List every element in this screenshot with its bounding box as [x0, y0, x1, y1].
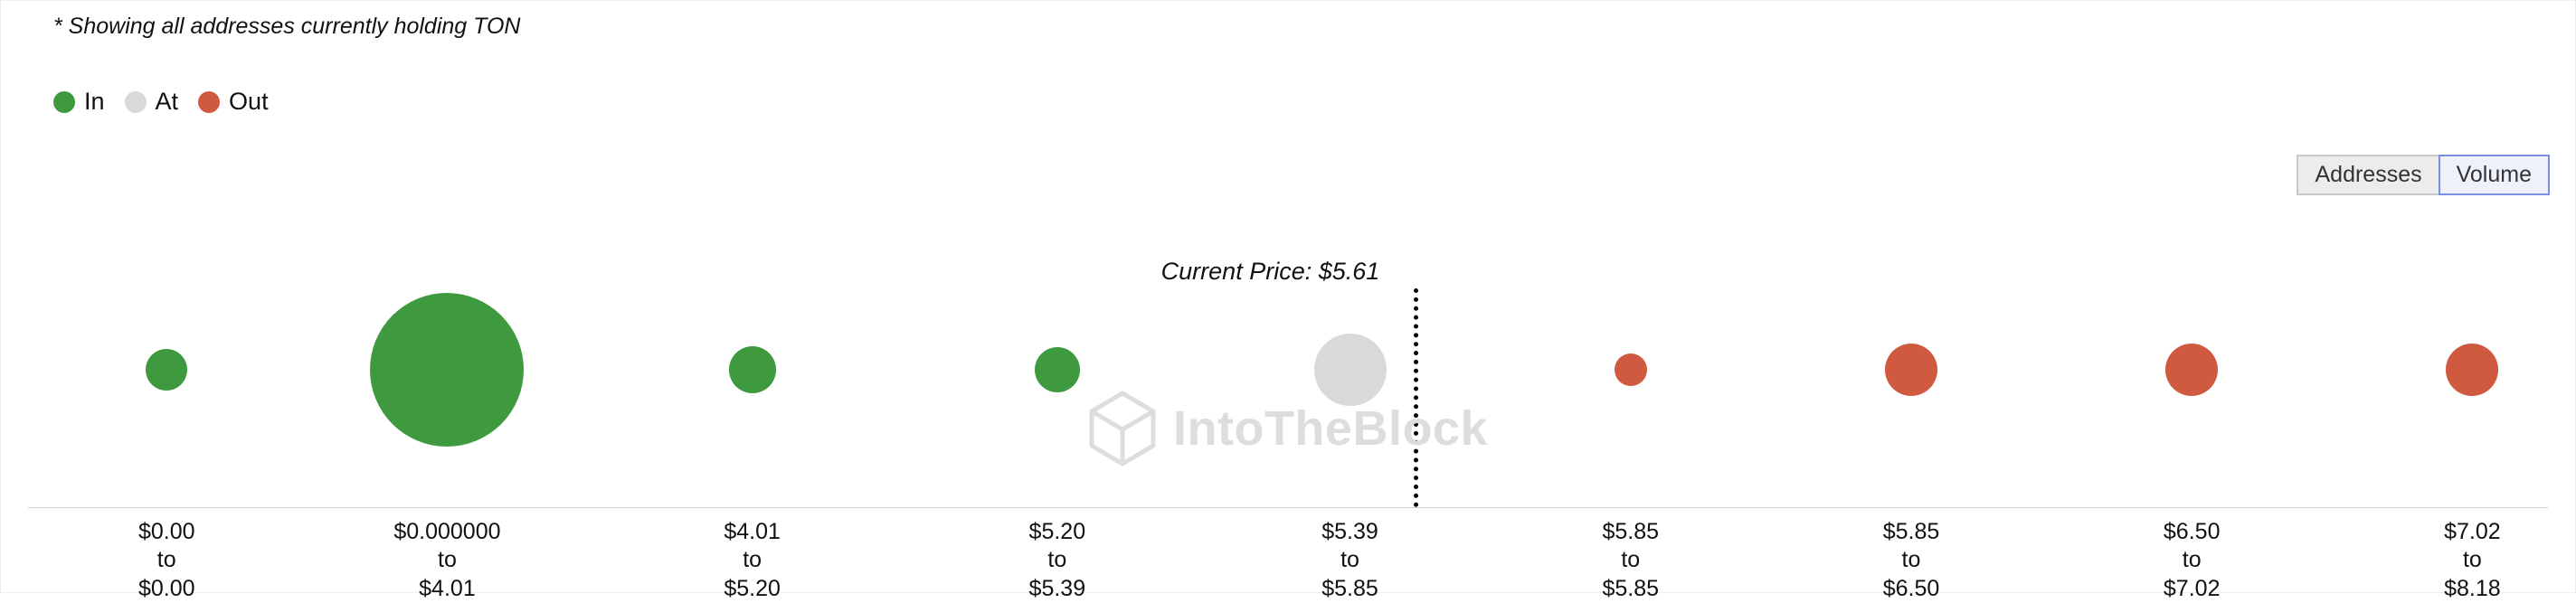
x-axis-label: $6.50to$7.02	[2164, 518, 2221, 603]
bubble-in[interactable]	[729, 346, 776, 393]
range-from: $0.000000	[393, 518, 500, 546]
x-axis-label: $5.39to$5.85	[1321, 518, 1378, 603]
legend-item-in: In	[53, 88, 105, 116]
range-from: $7.02	[2444, 518, 2501, 546]
bubble-in[interactable]	[1035, 347, 1080, 392]
current-price-line	[1414, 288, 1418, 507]
range-to-word: to	[393, 546, 500, 574]
range-from: $5.20	[1029, 518, 1086, 546]
range-to-word: to	[2444, 546, 2501, 574]
range-to: $5.85	[1321, 575, 1378, 603]
range-to-word: to	[1321, 546, 1378, 574]
x-axis-label: $5.20to$5.39	[1029, 518, 1086, 603]
x-axis-label: $0.00to$0.00	[138, 518, 195, 603]
subtitle-note: * Showing all addresses currently holdin…	[53, 14, 520, 40]
legend-dot-in	[53, 91, 75, 113]
bubble-out[interactable]	[2165, 344, 2218, 396]
range-from: $4.01	[724, 518, 781, 546]
range-from: $5.85	[1602, 518, 1659, 546]
toggle-addresses-button[interactable]: Addresses	[2297, 155, 2438, 195]
legend-label-in: In	[84, 88, 105, 116]
range-to: $6.50	[1883, 575, 1940, 603]
bubble-in[interactable]	[146, 349, 187, 391]
chart-container: * Showing all addresses currently holdin…	[0, 0, 2576, 593]
legend-item-at: At	[125, 88, 179, 116]
range-to-word: to	[138, 546, 195, 574]
x-axis-label: $5.85to$5.85	[1602, 518, 1659, 603]
range-to-word: to	[1883, 546, 1940, 574]
range-to: $7.02	[2164, 575, 2221, 603]
bubble-out[interactable]	[1615, 353, 1647, 386]
range-to: $5.20	[724, 575, 781, 603]
x-axis-label: $4.01to$5.20	[724, 518, 781, 603]
range-from: $0.00	[138, 518, 195, 546]
range-to-word: to	[724, 546, 781, 574]
x-axis-label: $0.000000to$4.01	[393, 518, 500, 603]
legend-label-out: Out	[229, 88, 269, 116]
range-from: $5.39	[1321, 518, 1378, 546]
metric-toggle: Addresses Volume	[2297, 155, 2550, 195]
chart-area: Current Price: $5.61	[28, 209, 2548, 508]
range-from: $6.50	[2164, 518, 2221, 546]
range-from: $5.85	[1883, 518, 1940, 546]
range-to: $5.85	[1602, 575, 1659, 603]
legend-dot-out	[198, 91, 220, 113]
legend: In At Out	[53, 88, 269, 116]
legend-item-out: Out	[198, 88, 269, 116]
bubble-out[interactable]	[1885, 344, 1937, 396]
range-to-word: to	[1029, 546, 1086, 574]
range-to: $0.00	[138, 575, 195, 603]
range-to: $8.18	[2444, 575, 2501, 603]
bubble-out[interactable]	[2446, 344, 2498, 396]
range-to: $4.01	[393, 575, 500, 603]
range-to-word: to	[2164, 546, 2221, 574]
bubble-in[interactable]	[370, 293, 524, 447]
x-axis-label: $5.85to$6.50	[1883, 518, 1940, 603]
bubble-at[interactable]	[1314, 334, 1387, 406]
x-axis-label: $7.02to$8.18	[2444, 518, 2501, 603]
legend-dot-at	[125, 91, 147, 113]
legend-label-at: At	[156, 88, 179, 116]
toggle-volume-button[interactable]: Volume	[2439, 155, 2550, 195]
range-to: $5.39	[1029, 575, 1086, 603]
current-price-label: Current Price: $5.61	[1161, 258, 1380, 286]
range-to-word: to	[1602, 546, 1659, 574]
